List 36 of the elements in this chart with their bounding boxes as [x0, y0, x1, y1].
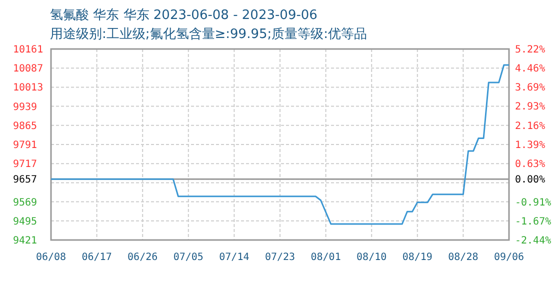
y-tick-label: 10013 [13, 82, 44, 94]
x-tick-label: 09/06 [494, 252, 524, 263]
x-tick-label: 08/01 [310, 252, 341, 263]
y2-tick-label: -1.67% [515, 216, 552, 228]
y2-tick-label: 2.16% [515, 120, 546, 132]
y2-tick-label: 1.39% [515, 140, 546, 151]
y2-tick-label: 5.22% [515, 44, 546, 56]
y-tick-label: 9657 [13, 174, 38, 186]
y-tick-label: 9495 [13, 216, 38, 228]
x-tick-label: 08/28 [448, 252, 478, 263]
y2-tick-label: 4.46% [515, 63, 546, 74]
line-series [50, 64, 510, 225]
x-tick-label: 06/26 [128, 252, 158, 263]
x-tick-label: 07/14 [219, 252, 250, 263]
x-tick-label: 06/17 [82, 252, 112, 263]
x-tick-label: 07/23 [264, 252, 296, 263]
x-tick-label: 07/05 [173, 252, 204, 263]
y-tick-label: 10161 [13, 44, 44, 56]
y-tick-label: 9421 [13, 236, 38, 246]
y-tick-label: 10087 [13, 64, 44, 75]
y2-tick-label: 3.69% [515, 82, 546, 94]
y2-tick-label: 0.63% [515, 158, 546, 170]
y2-tick-label: 0.00% [515, 174, 546, 186]
y-tick-label: 9791 [13, 140, 38, 151]
y-tick-label: 9939 [13, 102, 38, 113]
x-tick-label: 08/10 [356, 252, 387, 263]
y2-tick-label: -0.91% [515, 197, 552, 208]
chart-subtitle: 用途级别:工业级;氟化氢含量≥:99.95;质量等级:优等品 [50, 27, 368, 42]
x-tick-label: 06/08 [36, 252, 66, 263]
chart-title: 氢氟酸 华东 华东 2023-06-08 - 2023-09-06 [50, 8, 318, 23]
y2-tick-label: 2.93% [515, 102, 546, 113]
y-tick-label: 9865 [13, 120, 38, 132]
y-tick-label: 9569 [13, 197, 38, 208]
x-tick-label: 08/19 [402, 252, 432, 263]
y2-tick-label: -2.44% [515, 236, 552, 246]
y-tick-label: 9717 [13, 159, 38, 170]
